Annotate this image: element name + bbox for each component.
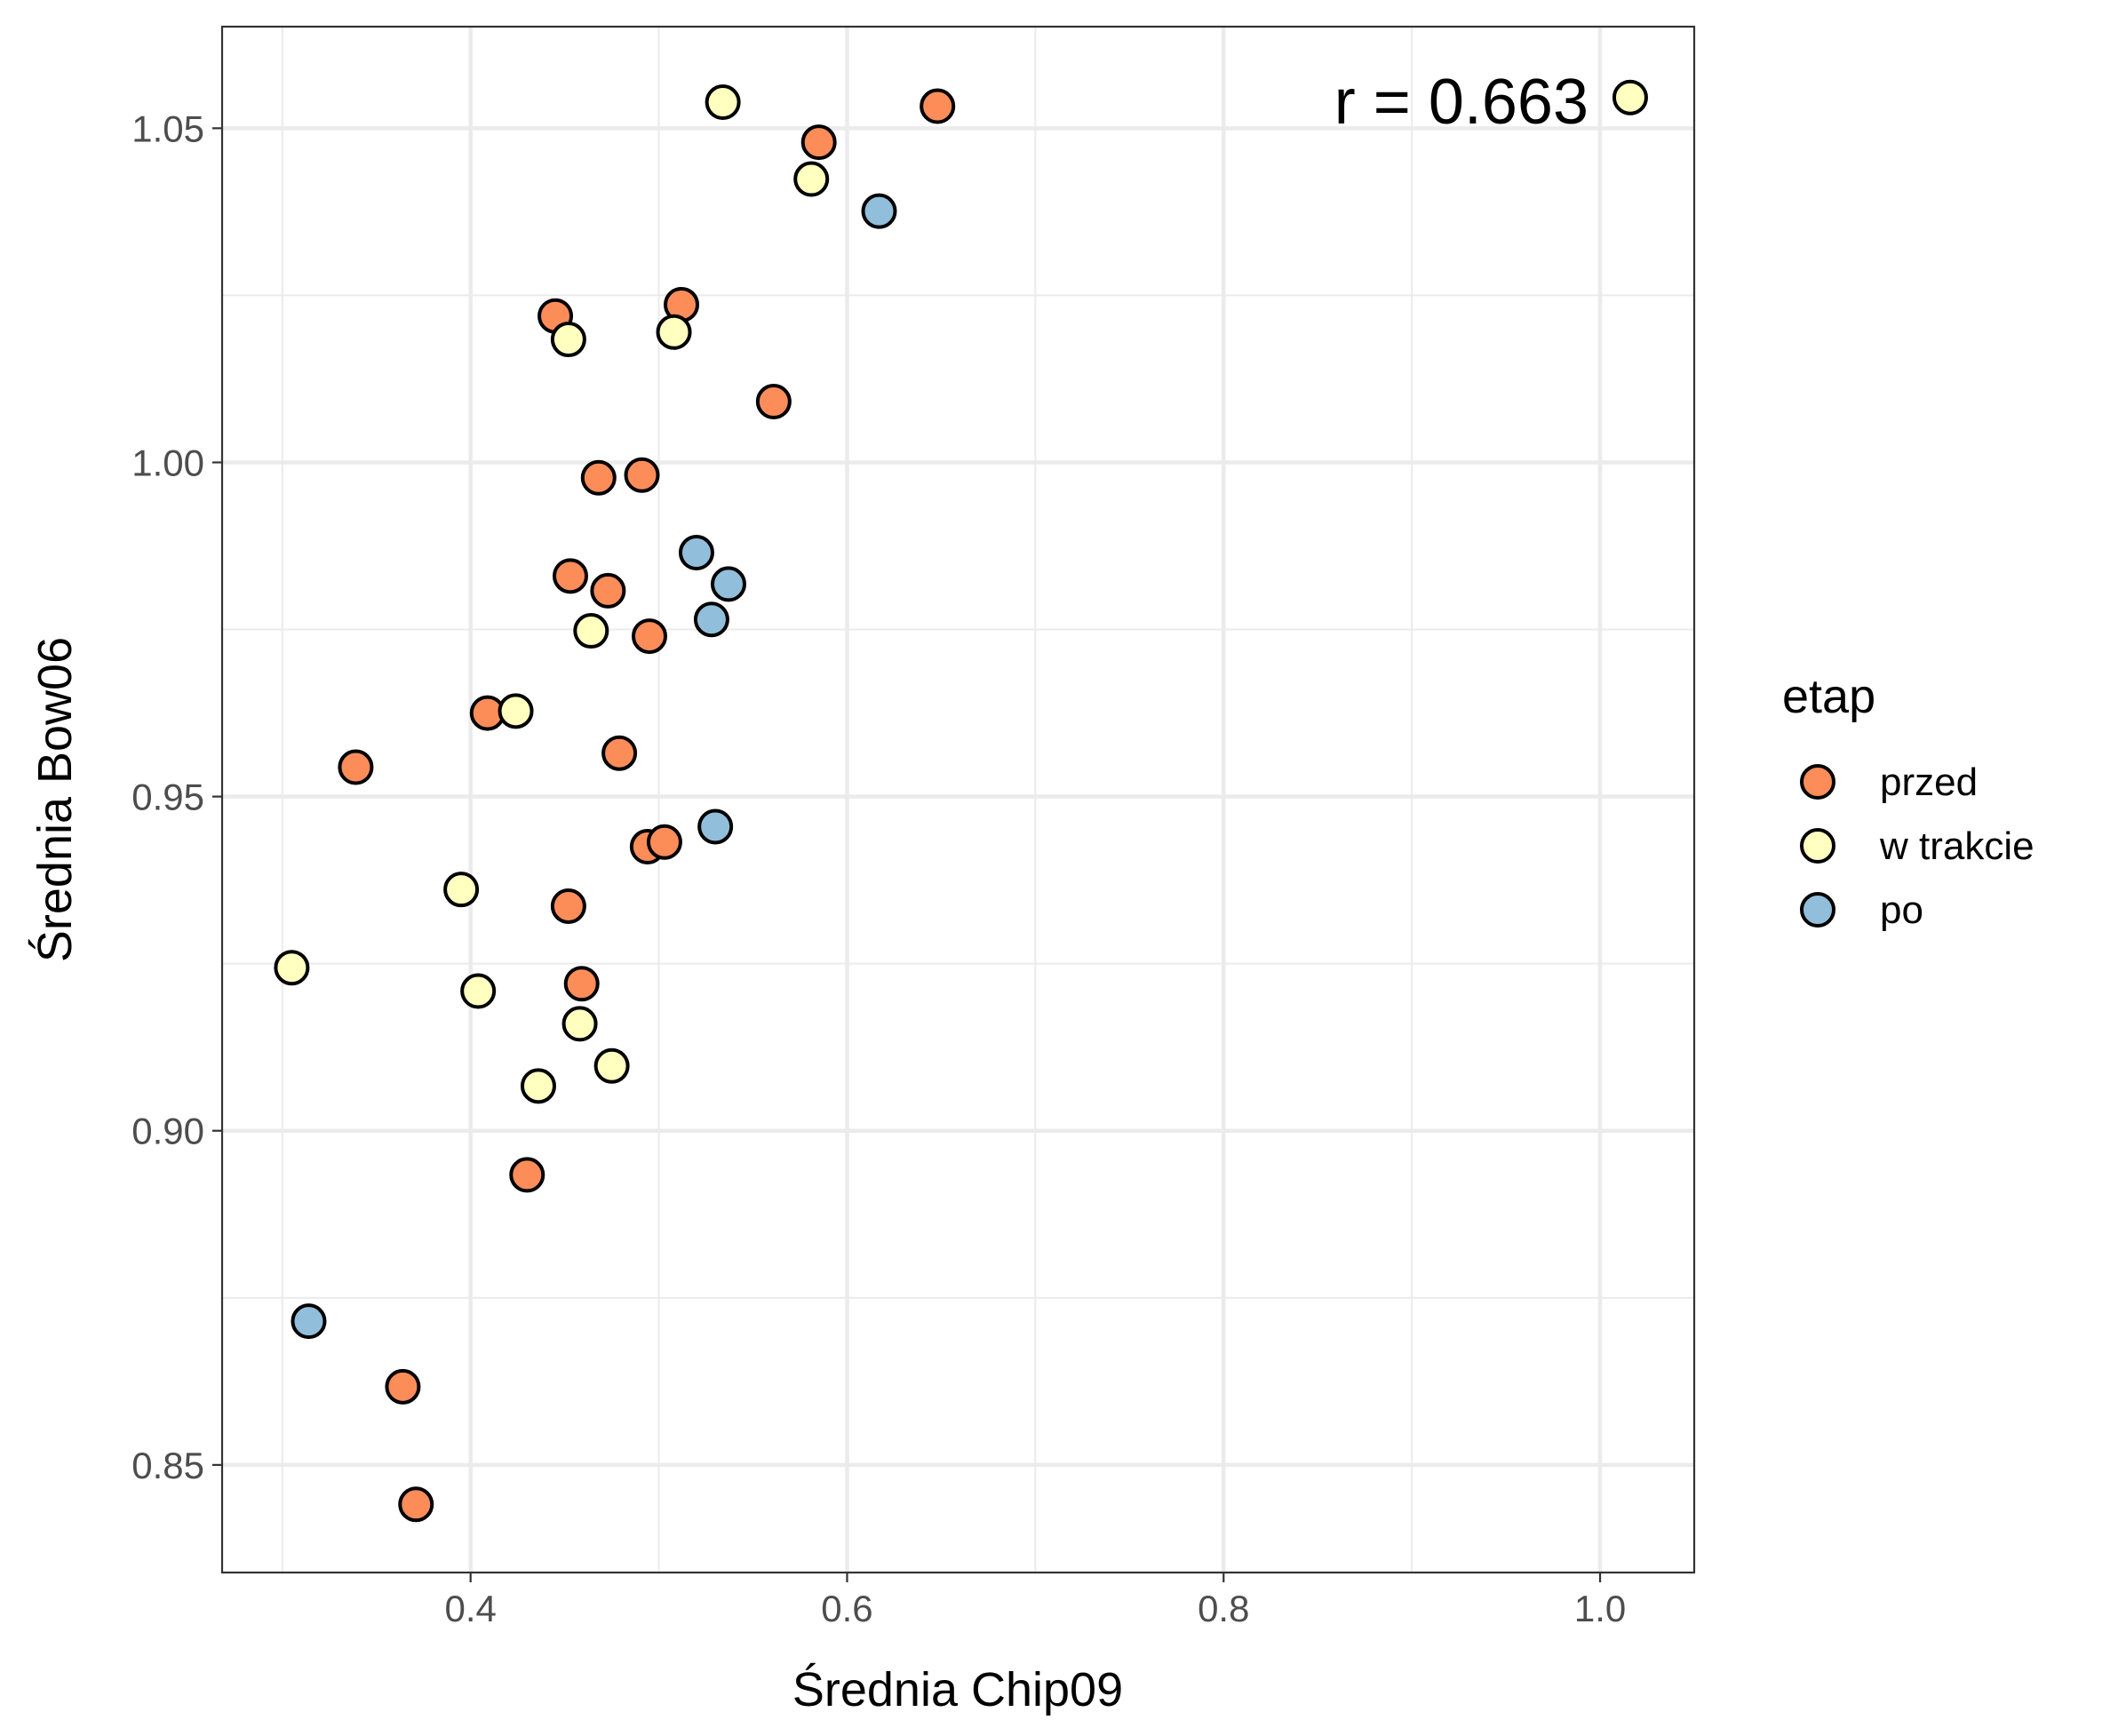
data-point-przed: [385, 1368, 421, 1405]
legend-key-przed: [1800, 764, 1835, 800]
y-axis-title: Średnia Bow06: [28, 637, 82, 962]
data-point-przed: [755, 384, 792, 420]
data-point-w-trakcie: [274, 950, 310, 986]
data-point-w-trakcie: [705, 84, 741, 121]
data-point-po: [693, 601, 729, 638]
legend-label-w-trakcie: w trakcie: [1879, 824, 2034, 868]
data-point-w-trakcie: [561, 1006, 598, 1042]
data-point-przed: [920, 88, 956, 124]
x-axis-title: Średnia Chip09: [792, 1662, 1123, 1716]
data-point-w-trakcie: [793, 161, 830, 197]
data-point-po: [710, 566, 746, 602]
data-point-w-trakcie: [550, 322, 586, 358]
data-point-w-trakcie: [443, 872, 480, 908]
data-point-przed: [563, 966, 600, 1002]
data-point-po: [678, 535, 714, 571]
y-tick-label: 0.85: [131, 1445, 204, 1486]
data-point-w-trakcie: [573, 613, 609, 649]
data-point-przed: [550, 888, 586, 924]
data-point-przed: [398, 1486, 434, 1523]
minor-grid: [222, 27, 1694, 1573]
y-tick-label: 1.00: [131, 442, 204, 483]
data-point-przed: [624, 457, 660, 493]
data-point-w-trakcie: [460, 973, 497, 1009]
legend-title: etap: [1782, 670, 1875, 723]
x-axis-ticks: 0.4 0.6 0.8 1.0: [445, 1573, 1626, 1629]
legend-label-przed: przed: [1880, 760, 1978, 804]
legend-key-po: [1800, 892, 1835, 928]
y-axis-ticks: 0.85 0.90 0.95 1.00 1.05: [131, 108, 222, 1486]
data-point-po: [697, 808, 734, 845]
panel-background: [222, 27, 1694, 1573]
legend: etap przed w trakcie po: [1782, 670, 2034, 932]
data-point-w-trakcie: [656, 314, 692, 350]
y-tick-label: 1.05: [131, 108, 204, 149]
x-tick-label: 0.6: [821, 1588, 872, 1629]
data-point-w-trakcie: [520, 1068, 556, 1104]
data-point-w-trakcie: [498, 693, 534, 729]
data-point-przed: [553, 558, 589, 594]
x-tick-label: 1.0: [1574, 1588, 1626, 1629]
data-point-w-trakcie: [1612, 79, 1648, 115]
data-point-w-trakcie: [593, 1047, 630, 1084]
y-tick-label: 0.90: [131, 1111, 204, 1152]
x-tick-label: 0.8: [1198, 1588, 1249, 1629]
y-tick-label: 0.95: [131, 776, 204, 818]
data-point-przed: [338, 749, 374, 785]
x-tick-label: 0.4: [445, 1588, 497, 1629]
data-point-przed: [601, 735, 638, 771]
data-point-przed: [800, 124, 837, 161]
data-point-przed: [509, 1157, 545, 1193]
data-point-przed: [631, 618, 667, 655]
data-point-przed: [646, 824, 682, 860]
data-points: [274, 79, 1648, 1523]
annotation-correlation: r = 0.663: [1334, 67, 1588, 138]
data-point-po: [861, 193, 897, 229]
legend-key-w-trakcie: [1800, 828, 1835, 864]
major-grid: [222, 27, 1694, 1573]
data-point-przed: [580, 459, 617, 496]
data-point-przed: [590, 572, 626, 609]
legend-label-po: po: [1880, 888, 1923, 932]
panel-border: [220, 25, 1696, 1574]
data-point-po: [291, 1303, 327, 1340]
